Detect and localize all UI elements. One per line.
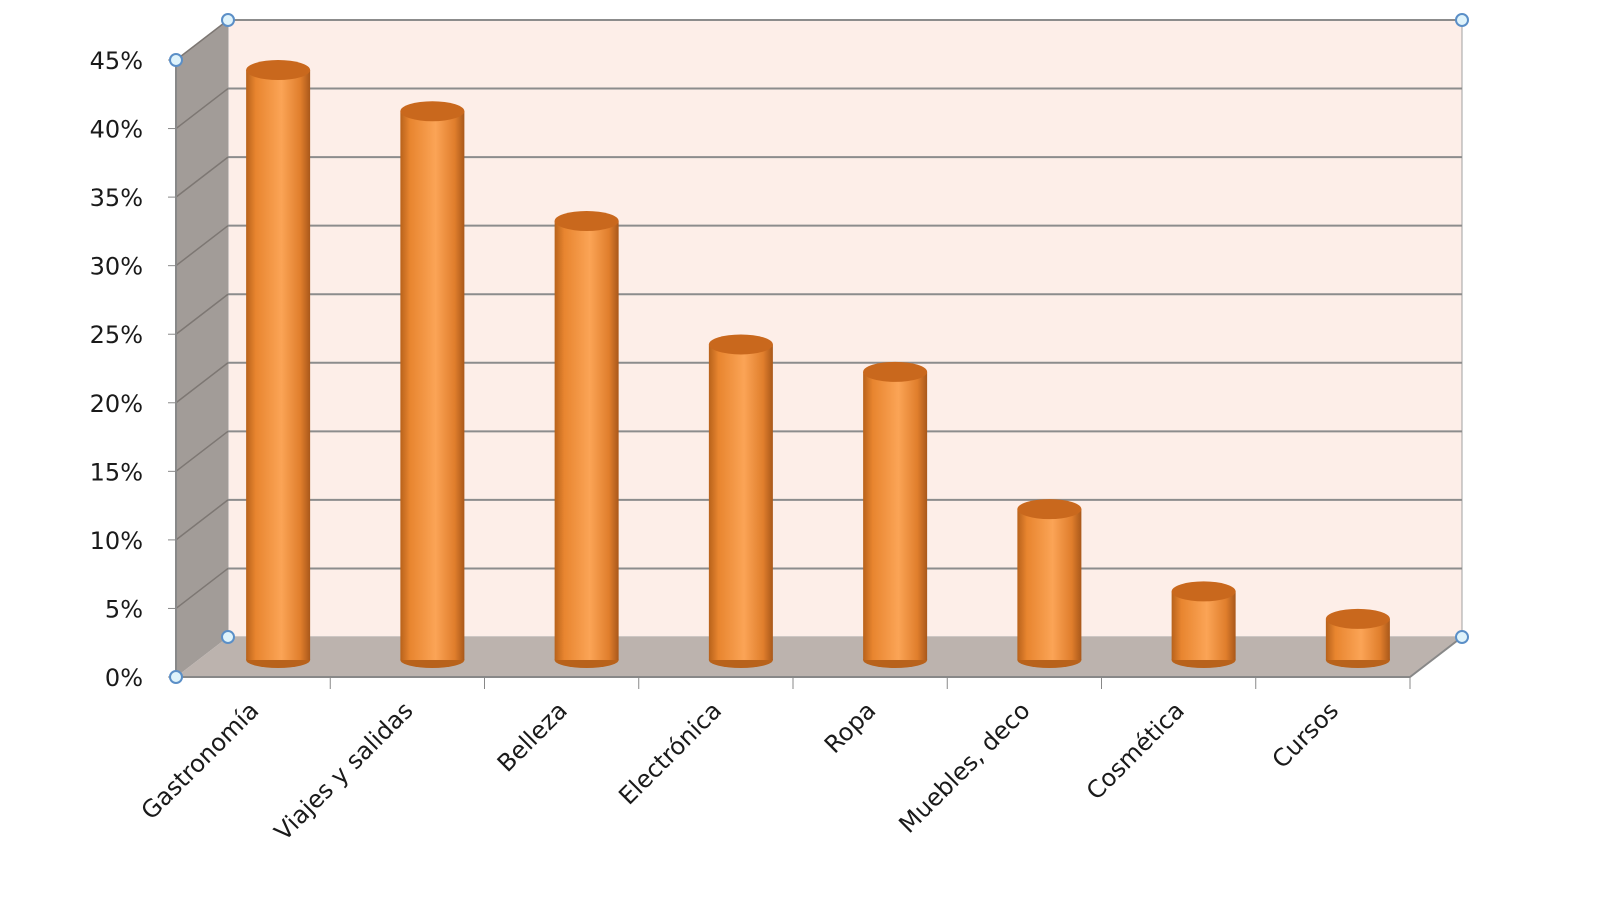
bar-top bbox=[1017, 499, 1082, 520]
gridline-side bbox=[175, 19, 229, 61]
y-tick-label: 40% bbox=[90, 116, 143, 144]
selection-handle[interactable] bbox=[1455, 630, 1469, 644]
x-tick-label: Electrónica bbox=[613, 696, 727, 810]
bar-top bbox=[863, 361, 928, 382]
bar-top bbox=[400, 101, 465, 122]
x-tick-label: Cursos bbox=[1267, 696, 1344, 773]
selection-handles bbox=[169, 13, 1469, 684]
y-tick-label: 45% bbox=[90, 47, 143, 75]
bar-body bbox=[554, 220, 619, 660]
bar-0 bbox=[246, 60, 311, 668]
floor-edge bbox=[1409, 636, 1463, 678]
selection-handle[interactable] bbox=[169, 670, 183, 684]
y-tick-label: 20% bbox=[90, 390, 143, 418]
selection-handle[interactable] bbox=[221, 13, 235, 27]
x-tick-label: Muebles, deco bbox=[893, 696, 1035, 838]
gridline-side bbox=[175, 293, 229, 335]
floor bbox=[176, 637, 1462, 677]
bars bbox=[246, 60, 1390, 668]
bar-body bbox=[863, 371, 928, 660]
bar-body bbox=[1017, 509, 1082, 660]
bar-6 bbox=[1171, 581, 1236, 668]
bar-2 bbox=[554, 210, 619, 668]
bar-top bbox=[246, 60, 311, 81]
selection-handle[interactable] bbox=[221, 630, 235, 644]
x-tick-label: Belleza bbox=[492, 696, 573, 777]
y-tick-label: 10% bbox=[90, 527, 143, 555]
x-tick-label: Cosmética bbox=[1081, 696, 1190, 805]
bar-5 bbox=[1017, 499, 1082, 668]
bar-body bbox=[246, 70, 311, 661]
y-tick-label: 25% bbox=[90, 321, 143, 349]
bar-body bbox=[1171, 591, 1236, 660]
bar-3 bbox=[708, 334, 773, 668]
bar-top bbox=[554, 210, 619, 231]
gridline-side bbox=[175, 87, 229, 130]
x-tick-label: Viajes y salidas bbox=[269, 696, 419, 846]
y-tick-label: 15% bbox=[90, 458, 143, 486]
bar-top bbox=[1171, 581, 1236, 602]
y-tick-label: 30% bbox=[90, 253, 143, 281]
gridline-side bbox=[175, 225, 229, 267]
x-tick-label: Gastronomía bbox=[136, 696, 265, 825]
bar-4 bbox=[863, 361, 928, 668]
selection-handle[interactable] bbox=[1455, 13, 1469, 27]
y-tick-label: 35% bbox=[90, 184, 143, 212]
y-tick-label: 0% bbox=[105, 664, 143, 692]
bar-1 bbox=[400, 101, 465, 668]
gridline-side bbox=[175, 430, 229, 472]
bar-7 bbox=[1325, 608, 1390, 668]
bar-top bbox=[1325, 608, 1390, 629]
gridline-side bbox=[175, 156, 229, 198]
x-tick-label: Ropa bbox=[819, 696, 881, 758]
bar-top bbox=[708, 334, 773, 355]
side-wall bbox=[176, 20, 228, 677]
y-axis-labels: 0% 5% 10% 15% 20% 25% 30% 35% 40% 45% bbox=[90, 47, 143, 692]
x-axis-labels: Gastronomía Viajes y salidas Belleza Electr… bbox=[136, 696, 1344, 846]
gridline-side bbox=[175, 567, 229, 610]
bar-body bbox=[400, 111, 465, 660]
selection-handle[interactable] bbox=[169, 53, 183, 67]
y-tick-label: 5% bbox=[105, 595, 143, 623]
gridline-side bbox=[175, 499, 229, 541]
gridline-side bbox=[175, 362, 229, 404]
bar-body bbox=[708, 344, 773, 660]
axes bbox=[168, 59, 1463, 689]
